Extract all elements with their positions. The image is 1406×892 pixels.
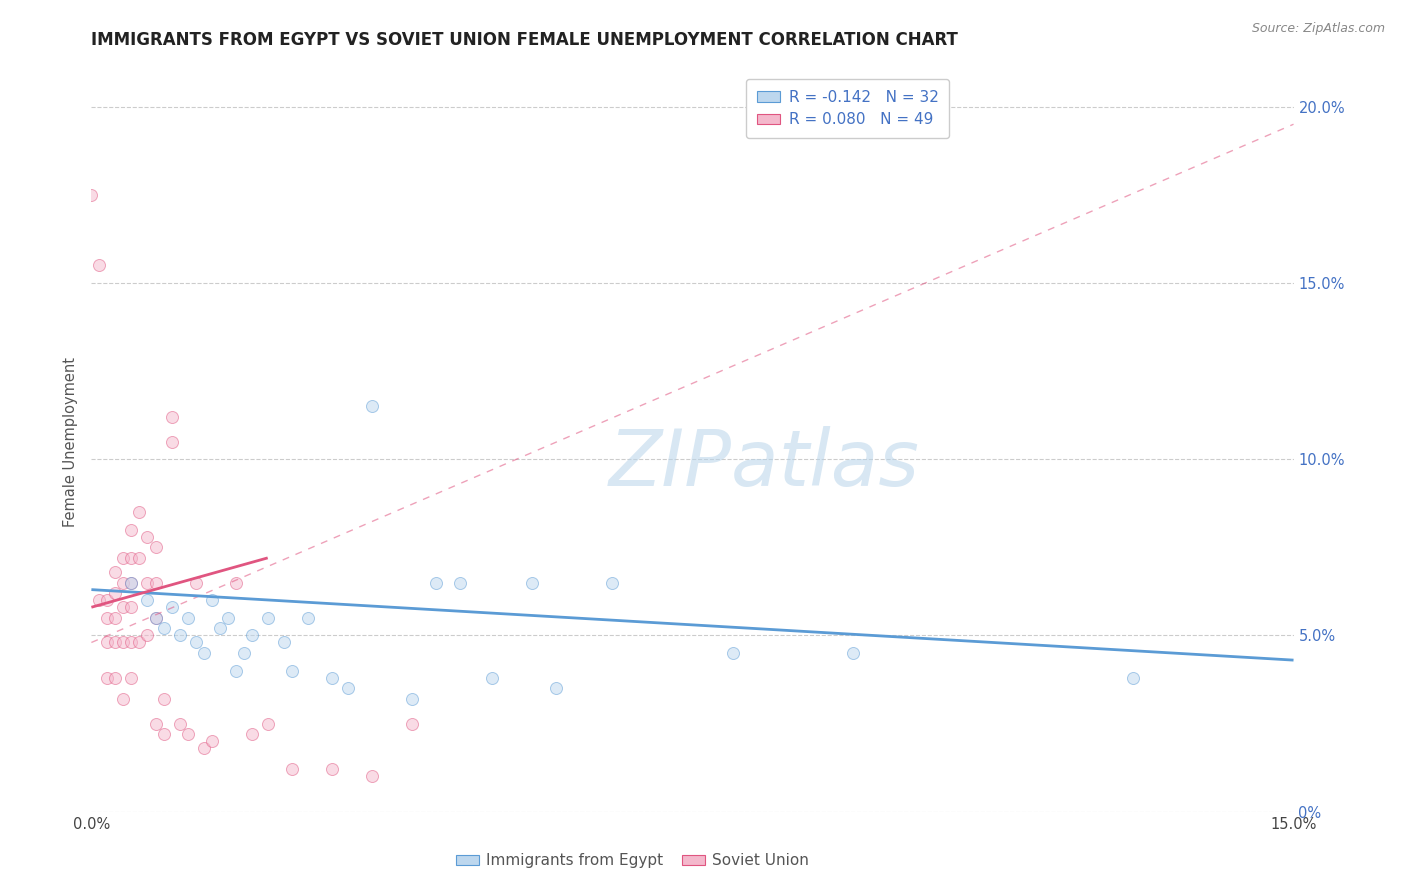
Point <box>145 611 167 625</box>
Legend: Immigrants from Egypt, Soviet Union: Immigrants from Egypt, Soviet Union <box>450 847 815 874</box>
Point <box>281 763 304 777</box>
Point <box>104 565 127 579</box>
Point <box>721 646 744 660</box>
Point <box>121 550 143 565</box>
Point <box>184 575 207 590</box>
Point <box>184 635 207 649</box>
Text: Source: ZipAtlas.com: Source: ZipAtlas.com <box>1251 22 1385 36</box>
Point <box>176 611 198 625</box>
Point <box>121 635 143 649</box>
Point <box>112 550 135 565</box>
Point <box>841 646 863 660</box>
Point <box>104 586 127 600</box>
Point <box>96 635 118 649</box>
Point <box>121 523 143 537</box>
Point <box>256 611 278 625</box>
Point <box>225 575 247 590</box>
Point <box>360 399 382 413</box>
Point <box>89 593 111 607</box>
Point <box>256 716 278 731</box>
Text: IMMIGRANTS FROM EGYPT VS SOVIET UNION FEMALE UNEMPLOYMENT CORRELATION CHART: IMMIGRANTS FROM EGYPT VS SOVIET UNION FE… <box>91 31 959 49</box>
Point <box>522 575 544 590</box>
Point <box>112 692 135 706</box>
Point <box>152 727 174 741</box>
Point <box>89 258 111 272</box>
Point <box>152 692 174 706</box>
Point <box>104 611 127 625</box>
Point <box>145 575 167 590</box>
Point <box>160 600 183 615</box>
Point <box>136 530 159 544</box>
Point <box>321 763 343 777</box>
Point <box>281 664 304 678</box>
Point <box>176 727 198 741</box>
Point <box>401 692 423 706</box>
Point <box>112 600 135 615</box>
Point <box>160 434 183 449</box>
Point <box>169 716 191 731</box>
Point <box>169 628 191 642</box>
Point <box>297 611 319 625</box>
Point <box>112 575 135 590</box>
Point <box>145 541 167 555</box>
Point <box>240 628 263 642</box>
Text: ZIPatlas: ZIPatlas <box>609 425 920 502</box>
Point <box>96 611 118 625</box>
Point <box>201 593 224 607</box>
Point <box>121 600 143 615</box>
Point <box>121 575 143 590</box>
Point <box>481 671 503 685</box>
Point <box>104 635 127 649</box>
Point <box>145 716 167 731</box>
Point <box>321 671 343 685</box>
Point <box>240 727 263 741</box>
Point <box>104 671 127 685</box>
Point <box>401 716 423 731</box>
Point <box>128 505 150 519</box>
Point <box>602 575 624 590</box>
Point <box>273 635 295 649</box>
Point <box>1122 671 1144 685</box>
Point <box>152 621 174 635</box>
Point <box>128 550 150 565</box>
Point <box>96 671 118 685</box>
Y-axis label: Female Unemployment: Female Unemployment <box>63 357 79 526</box>
Point <box>193 646 215 660</box>
Point <box>546 681 568 696</box>
Point <box>449 575 471 590</box>
Point <box>145 611 167 625</box>
Point <box>336 681 359 696</box>
Point <box>136 628 159 642</box>
Point <box>217 611 239 625</box>
Point <box>225 664 247 678</box>
Point <box>112 635 135 649</box>
Point <box>160 409 183 424</box>
Point <box>128 635 150 649</box>
Point <box>201 734 224 748</box>
Point <box>425 575 447 590</box>
Point <box>80 187 103 202</box>
Point <box>208 621 231 635</box>
Point <box>136 575 159 590</box>
Point <box>96 593 118 607</box>
Point <box>193 741 215 756</box>
Point <box>136 593 159 607</box>
Point <box>121 671 143 685</box>
Point <box>121 575 143 590</box>
Point <box>360 769 382 783</box>
Point <box>232 646 254 660</box>
